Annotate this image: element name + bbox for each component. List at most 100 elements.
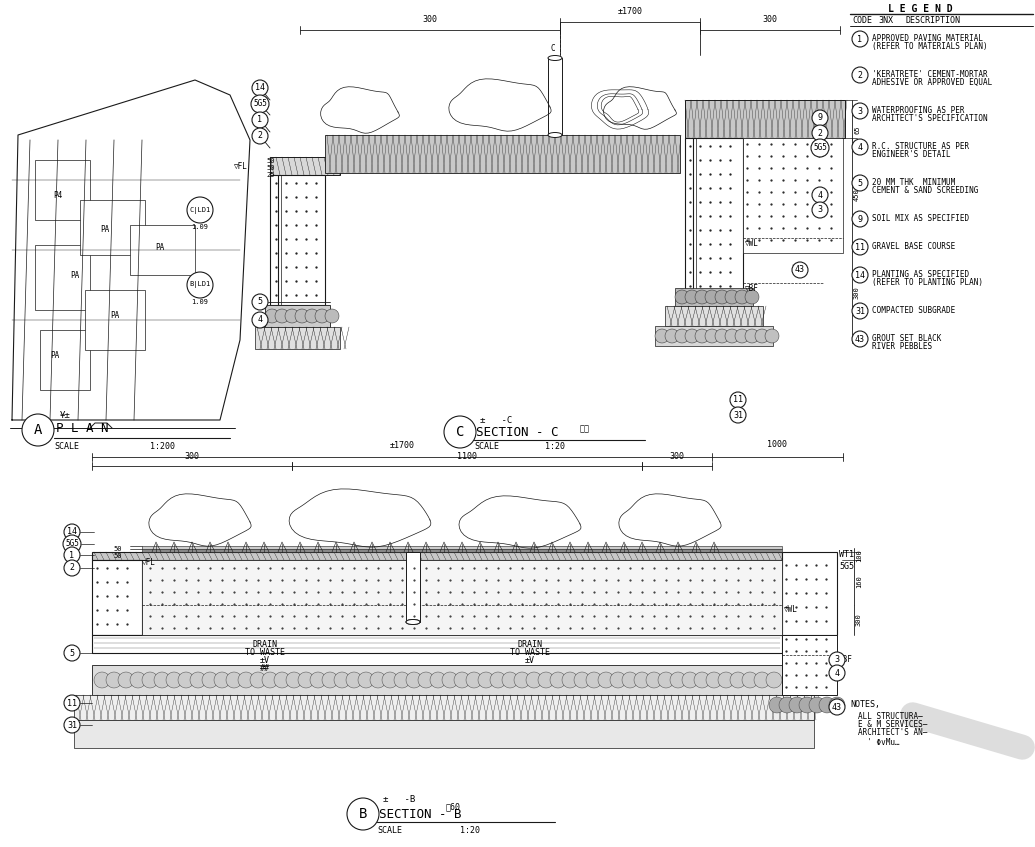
Text: E & M SERVICES—: E & M SERVICES—	[858, 720, 927, 729]
Circle shape	[106, 672, 122, 688]
Text: SECTION - B: SECTION - B	[379, 807, 462, 821]
Text: ¥±: ¥±	[60, 411, 70, 420]
Bar	[73, 695, 814, 720]
Circle shape	[809, 697, 825, 713]
Circle shape	[765, 329, 779, 343]
Circle shape	[646, 672, 662, 688]
Circle shape	[358, 672, 374, 688]
Circle shape	[852, 31, 868, 47]
Text: 160: 160	[856, 576, 862, 589]
Text: WATERPROOFING AS PER: WATERPROOFING AS PER	[873, 106, 965, 115]
Text: R.C. STRUCTURE AS PER: R.C. STRUCTURE AS PER	[873, 142, 969, 151]
Bar	[265, 305, 330, 327]
Circle shape	[346, 672, 362, 688]
Circle shape	[130, 672, 146, 688]
Bar	[685, 100, 845, 138]
Bar	[325, 135, 680, 173]
Text: 3NX: 3NX	[878, 16, 893, 25]
Text: SECTION - C: SECTION - C	[476, 425, 559, 439]
Bar	[666, 306, 763, 326]
Circle shape	[526, 672, 542, 688]
Text: 11: 11	[855, 242, 865, 252]
Bar	[548, 58, 562, 135]
Text: APPROVED PAVING MATERIAL: APPROVED PAVING MATERIAL	[873, 34, 983, 43]
Text: SCALE: SCALE	[474, 442, 499, 451]
Bar	[782, 635, 837, 695]
Circle shape	[670, 672, 686, 688]
Bar	[85, 290, 145, 350]
Circle shape	[64, 717, 80, 733]
Text: 1.09: 1.09	[191, 224, 208, 230]
Circle shape	[252, 294, 268, 310]
Text: P4: P4	[54, 191, 63, 200]
Circle shape	[730, 672, 746, 688]
Text: 450: 450	[854, 189, 860, 202]
Circle shape	[715, 290, 729, 304]
Text: WT1: WT1	[839, 550, 854, 559]
Text: 4: 4	[818, 191, 823, 200]
Circle shape	[742, 672, 758, 688]
Circle shape	[812, 187, 828, 203]
Circle shape	[298, 672, 314, 688]
Bar	[92, 665, 782, 695]
Circle shape	[829, 665, 845, 681]
Circle shape	[142, 672, 158, 688]
Text: ' ΦvMu…: ' ΦvMu…	[858, 738, 899, 747]
Text: ±   -B: ± -B	[383, 795, 415, 804]
Text: ±   -C: ± -C	[480, 416, 512, 425]
Bar	[92, 560, 142, 635]
Text: 4: 4	[858, 142, 862, 152]
Circle shape	[562, 672, 578, 688]
Circle shape	[442, 672, 459, 688]
Circle shape	[705, 329, 719, 343]
Circle shape	[655, 329, 669, 343]
Circle shape	[202, 672, 218, 688]
Text: 2: 2	[69, 563, 75, 573]
Circle shape	[286, 672, 302, 688]
Text: 1000: 1000	[767, 440, 787, 449]
Circle shape	[755, 329, 769, 343]
Circle shape	[550, 672, 566, 688]
Circle shape	[466, 672, 482, 688]
Text: 300: 300	[856, 613, 862, 627]
Text: ▽FL: ▽FL	[234, 162, 248, 171]
Circle shape	[190, 672, 206, 688]
Bar	[406, 552, 420, 622]
Bar	[142, 546, 782, 549]
Circle shape	[226, 672, 242, 688]
Circle shape	[538, 672, 554, 688]
Text: 3: 3	[818, 206, 823, 214]
Circle shape	[118, 672, 134, 688]
Text: 50: 50	[266, 165, 274, 171]
Circle shape	[812, 125, 828, 141]
Circle shape	[812, 110, 828, 126]
Circle shape	[238, 672, 254, 688]
Circle shape	[322, 672, 338, 688]
Text: NOTES,: NOTES,	[850, 700, 880, 709]
Circle shape	[418, 672, 434, 688]
Circle shape	[622, 672, 638, 688]
FancyArrowPatch shape	[913, 715, 1023, 747]
Circle shape	[715, 329, 729, 343]
Circle shape	[64, 695, 80, 711]
Bar	[130, 225, 195, 275]
Text: 5G5: 5G5	[65, 540, 79, 549]
Circle shape	[347, 798, 379, 830]
Text: SOIL MIX AS SPECIFIED: SOIL MIX AS SPECIFIED	[873, 214, 969, 223]
Circle shape	[766, 672, 782, 688]
Text: 4: 4	[258, 315, 263, 324]
Circle shape	[852, 211, 868, 227]
Circle shape	[305, 309, 319, 323]
Bar	[743, 138, 842, 253]
Circle shape	[852, 139, 868, 155]
Circle shape	[706, 672, 722, 688]
Bar	[92, 635, 782, 653]
Text: 14: 14	[855, 270, 865, 280]
Circle shape	[666, 329, 679, 343]
Circle shape	[852, 175, 868, 191]
Circle shape	[694, 672, 710, 688]
Text: 'KERATRETE' CEMENT-MORTAR: 'KERATRETE' CEMENT-MORTAR	[873, 70, 987, 79]
Circle shape	[610, 672, 626, 688]
Circle shape	[779, 697, 795, 713]
Circle shape	[295, 309, 309, 323]
